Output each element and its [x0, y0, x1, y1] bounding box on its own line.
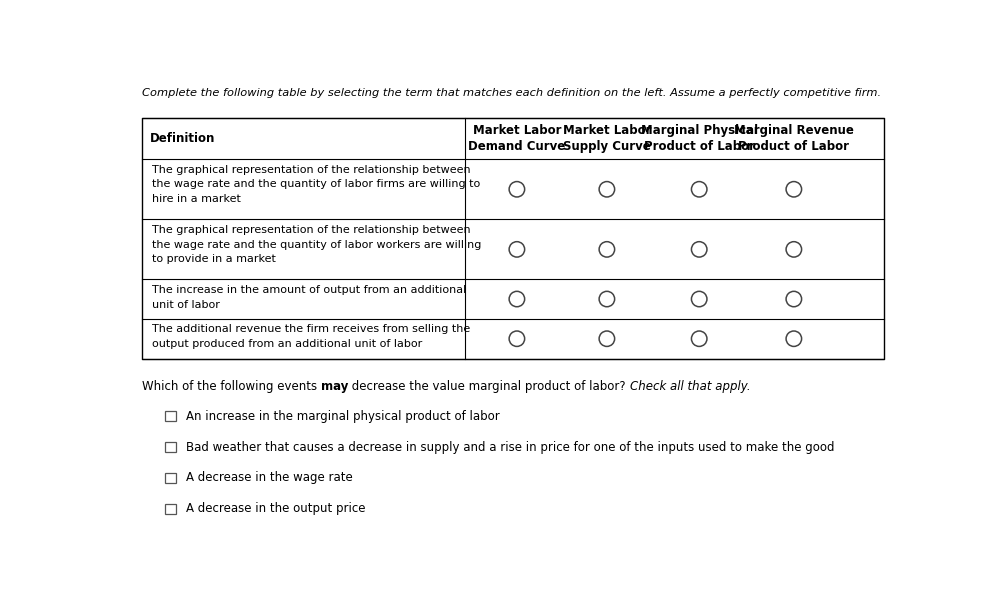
Text: Bad weather that causes a decrease in supply and a rise in price for one of the : Bad weather that causes a decrease in su… — [185, 441, 834, 454]
Ellipse shape — [692, 181, 707, 197]
Text: Market Labor
Demand Curve: Market Labor Demand Curve — [468, 124, 566, 153]
Text: Marginal Revenue
Product of Labor: Marginal Revenue Product of Labor — [734, 124, 854, 153]
Bar — [142, 118, 884, 359]
Ellipse shape — [600, 331, 615, 346]
Ellipse shape — [600, 181, 615, 197]
Ellipse shape — [786, 331, 802, 346]
Ellipse shape — [600, 292, 615, 307]
Bar — [165, 473, 176, 483]
Text: The graphical representation of the relationship between
the wage rate and the q: The graphical representation of the rela… — [151, 164, 479, 204]
Ellipse shape — [510, 181, 525, 197]
Text: The increase in the amount of output from an additional
unit of labor: The increase in the amount of output fro… — [151, 284, 465, 310]
Ellipse shape — [510, 331, 525, 346]
Ellipse shape — [786, 241, 802, 257]
Text: The additional revenue the firm receives from selling the
output produced from a: The additional revenue the firm receives… — [151, 324, 469, 349]
Ellipse shape — [510, 292, 525, 307]
Ellipse shape — [692, 292, 707, 307]
Text: may: may — [321, 380, 348, 393]
Ellipse shape — [510, 241, 525, 257]
Text: An increase in the marginal physical product of labor: An increase in the marginal physical pro… — [185, 410, 499, 423]
Text: Marginal Physical
Product of Labor: Marginal Physical Product of Labor — [641, 124, 758, 153]
Text: The graphical representation of the relationship between
the wage rate and the q: The graphical representation of the rela… — [151, 225, 480, 264]
Text: A decrease in the wage rate: A decrease in the wage rate — [185, 471, 352, 484]
Ellipse shape — [692, 331, 707, 346]
Bar — [165, 411, 176, 421]
Ellipse shape — [786, 181, 802, 197]
Ellipse shape — [600, 241, 615, 257]
Text: Which of the following events: Which of the following events — [142, 380, 321, 393]
Bar — [165, 442, 176, 452]
Bar — [165, 504, 176, 514]
Ellipse shape — [692, 241, 707, 257]
Text: A decrease in the output price: A decrease in the output price — [185, 502, 365, 515]
Text: Market Labor
Supply Curve: Market Labor Supply Curve — [563, 124, 651, 153]
Text: Check all that apply.: Check all that apply. — [630, 380, 751, 393]
Text: Complete the following table by selecting the term that matches each definition : Complete the following table by selectin… — [142, 88, 881, 98]
Text: Definition: Definition — [150, 132, 215, 145]
Text: decrease the value marginal product of labor?: decrease the value marginal product of l… — [348, 380, 630, 393]
Ellipse shape — [786, 292, 802, 307]
